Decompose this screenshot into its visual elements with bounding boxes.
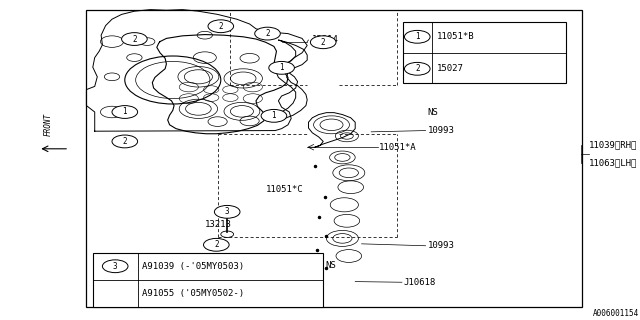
Text: 1: 1 [271,111,276,120]
Text: 11063〈LH〉: 11063〈LH〉 [589,159,637,168]
Circle shape [261,109,287,122]
Bar [403,22,566,83]
Text: 11051*A: 11051*A [379,143,417,152]
Text: 2: 2 [218,22,223,31]
Text: 3: 3 [225,207,230,216]
Text: 2: 2 [265,29,270,38]
Text: 15027: 15027 [437,64,464,73]
Text: 13213: 13213 [205,220,232,229]
Circle shape [255,27,280,40]
Circle shape [214,205,240,218]
Text: A006001154: A006001154 [593,309,639,318]
Text: 2: 2 [132,35,137,44]
Bar [86,10,582,307]
Text: A91055 ('05MY0502-): A91055 ('05MY0502-) [142,289,244,298]
Text: 2: 2 [214,240,219,249]
Circle shape [112,135,138,148]
Text: J10618: J10618 [403,278,435,287]
Circle shape [404,30,430,43]
Text: 11039〈RH〉: 11039〈RH〉 [589,140,637,149]
Text: 11051*C: 11051*C [266,185,303,194]
Bar [93,253,323,307]
Text: NS: NS [325,261,336,270]
Text: 10993: 10993 [428,241,454,250]
Text: 2: 2 [122,137,127,146]
Circle shape [404,62,430,75]
Text: 13214: 13214 [312,36,339,44]
Circle shape [122,33,147,45]
Text: 1: 1 [415,32,420,41]
Text: 10993: 10993 [428,126,454,135]
Circle shape [112,106,138,118]
Circle shape [269,61,294,74]
Circle shape [102,260,128,273]
Text: 1: 1 [122,108,127,116]
Text: 2: 2 [321,38,326,47]
Circle shape [208,20,234,33]
Text: 1: 1 [279,63,284,72]
Text: 3: 3 [113,262,118,271]
Text: 11051*B: 11051*B [437,32,475,41]
Text: FRONT: FRONT [44,113,52,136]
Circle shape [310,36,336,49]
Text: 2: 2 [415,64,420,73]
Text: A91039 (-'05MY0503): A91039 (-'05MY0503) [142,262,244,271]
Text: NS: NS [428,108,438,117]
Circle shape [204,238,229,251]
